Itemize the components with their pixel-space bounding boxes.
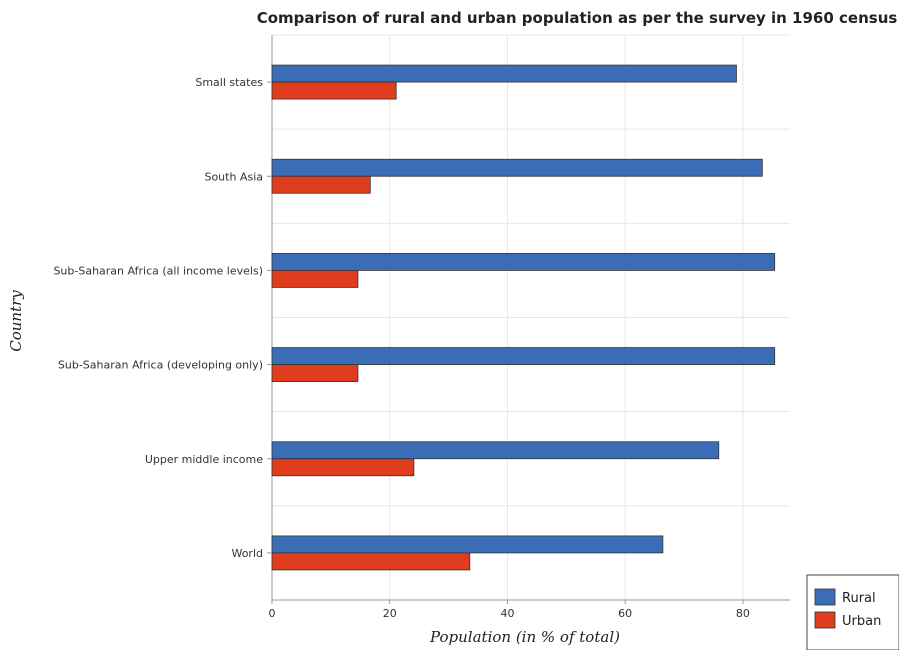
y-tick-label: Small states — [195, 76, 263, 89]
legend-label-rural: Rural — [842, 591, 876, 606]
bar-rural — [271, 64, 737, 83]
bar-rural — [271, 347, 776, 365]
grid-lines — [271, 34, 790, 601]
y-axis-label: Country — [7, 290, 25, 352]
x-tick-label: 80 — [736, 607, 750, 620]
chart-title: Comparison of rural and urban population… — [257, 9, 898, 27]
x-tick-label: 60 — [618, 607, 632, 620]
x-tick-label: 40 — [500, 607, 514, 620]
y-tick-label: World — [231, 547, 263, 560]
bar-rural — [271, 253, 776, 271]
bar-rural — [271, 535, 664, 554]
x-axis-label: Population (in % of total) — [429, 628, 620, 646]
bar-rural — [271, 441, 720, 460]
y-tick-label: South Asia — [204, 170, 263, 183]
legend-label-urban: Urban — [842, 614, 881, 629]
y-tick-label: Sub-Saharan Africa (all income levels) — [53, 264, 263, 277]
bar-urban — [271, 270, 359, 288]
y-tick-label: Sub-Saharan Africa (developing only) — [58, 359, 263, 372]
y-tick-labels: Small states South Asia Sub-Saharan Africa… — [53, 76, 272, 560]
x-tick-label: 0 — [269, 607, 276, 620]
x-tick-labels: 0 20 40 60 80 — [269, 600, 750, 620]
legend-swatch-urban — [814, 611, 836, 629]
x-tick-label: 20 — [383, 607, 397, 620]
y-tick-label: Upper middle income — [145, 453, 263, 466]
legend: Rural Urban — [806, 574, 899, 650]
bar-urban — [271, 175, 371, 194]
bar-urban — [271, 458, 415, 477]
bar-urban — [271, 552, 471, 571]
bar-rural — [271, 158, 763, 177]
bars — [271, 64, 776, 571]
legend-swatch-rural — [814, 588, 836, 606]
bar-urban — [271, 364, 359, 382]
bar-urban — [271, 81, 397, 100]
